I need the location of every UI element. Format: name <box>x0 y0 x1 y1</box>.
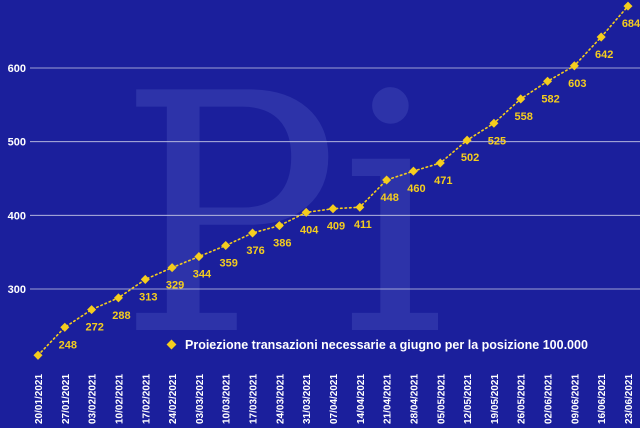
data-label: 409 <box>327 221 345 233</box>
data-label: 248 <box>59 339 77 351</box>
data-label: 411 <box>354 219 372 231</box>
x-tick-label: 21/04/2021 <box>383 374 394 424</box>
x-tick-label: 28/04/2021 <box>409 374 420 424</box>
data-point <box>167 263 177 273</box>
data-label: 272 <box>85 322 103 334</box>
x-tick-label: 27/01/2021 <box>61 374 72 424</box>
y-tick-label: 600 <box>8 63 26 75</box>
data-label: 558 <box>515 111 533 123</box>
legend-marker <box>166 339 177 350</box>
x-axis-ticks: 20/01/2021 27/01/2021 03/02/2021 10/02/2021… <box>34 374 635 424</box>
data-label: 313 <box>139 291 157 303</box>
grid-layer <box>30 67 640 290</box>
data-point <box>355 202 365 212</box>
data-point <box>140 274 150 284</box>
data-point <box>113 293 123 303</box>
data-label: 448 <box>380 192 398 204</box>
data-label: 376 <box>246 245 264 257</box>
x-tick-label: 10/03/2021 <box>222 374 233 424</box>
data-label: 582 <box>541 93 559 105</box>
data-label: 684 <box>622 18 640 30</box>
x-tick-label: 26/05/2021 <box>517 374 528 424</box>
x-tick-label: 24/02/2021 <box>168 374 179 424</box>
data-labels: 248 272 288 313 329 344 359 376 386 404 409 411 448 4… <box>59 18 640 351</box>
y-tick-label: 300 <box>8 284 26 296</box>
y-tick-label: 500 <box>8 137 26 149</box>
x-tick-label: 17/03/2021 <box>249 374 260 424</box>
x-tick-label: 16/06/2021 <box>597 374 608 424</box>
data-label: 359 <box>220 258 238 270</box>
data-label: 344 <box>193 269 212 281</box>
series-layer <box>33 1 633 360</box>
data-point <box>543 76 553 86</box>
x-tick-label: 10/02/2021 <box>114 374 125 424</box>
data-point <box>382 175 392 185</box>
data-label: 471 <box>434 175 452 187</box>
data-label: 460 <box>407 183 425 195</box>
y-tick-label: 400 <box>8 210 26 222</box>
data-point <box>87 305 97 315</box>
x-tick-label: 19/05/2021 <box>490 374 501 424</box>
data-point <box>489 118 499 128</box>
x-tick-label: 03/02/2021 <box>88 374 99 424</box>
legend: Proiezione transazioni necessarie a giug… <box>166 338 588 352</box>
data-label: 404 <box>300 224 319 236</box>
legend-label: Proiezione transazioni necessarie a giug… <box>185 338 588 352</box>
x-tick-label: 05/05/2021 <box>436 374 447 424</box>
x-tick-label: 12/05/2021 <box>463 374 474 424</box>
x-tick-label: 14/04/2021 <box>356 374 367 424</box>
data-point <box>60 322 70 332</box>
x-tick-label: 03/03/2021 <box>195 374 206 424</box>
x-tick-label: 20/01/2021 <box>34 374 45 424</box>
x-tick-label: 07/04/2021 <box>329 374 340 424</box>
x-tick-label: 09/06/2021 <box>570 374 581 424</box>
data-label: 642 <box>595 49 613 61</box>
x-tick-label: 17/02/2021 <box>141 374 152 424</box>
x-tick-label: 24/03/2021 <box>275 374 286 424</box>
x-tick-label: 23/06/2021 <box>624 374 635 424</box>
data-label: 502 <box>461 152 479 164</box>
data-label: 386 <box>273 238 291 250</box>
data-label: 288 <box>112 310 130 322</box>
data-point <box>248 228 258 238</box>
data-label: 603 <box>568 78 586 90</box>
data-label: 329 <box>166 280 184 292</box>
x-tick-label: 02/06/2021 <box>544 374 555 424</box>
data-label: 525 <box>488 135 506 147</box>
data-point <box>33 350 43 360</box>
x-tick-label: 31/03/2021 <box>302 374 313 424</box>
y-axis-ticks: 300 400 500 600 <box>8 63 26 296</box>
